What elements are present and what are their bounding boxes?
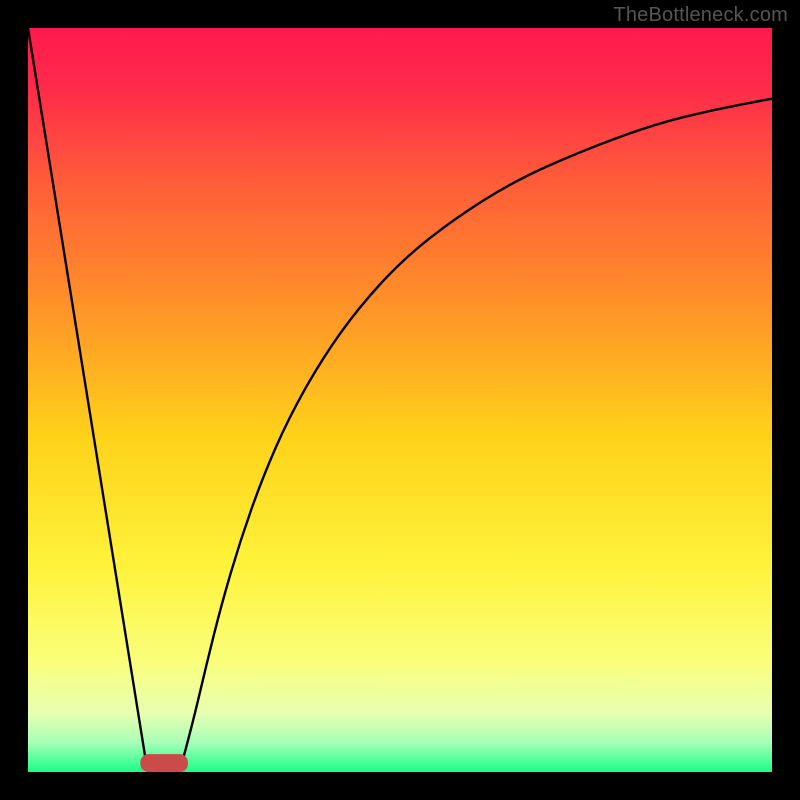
bottleneck-chart bbox=[0, 0, 800, 800]
optimal-marker bbox=[140, 754, 188, 772]
plot-area bbox=[28, 28, 772, 772]
watermark-text: TheBottleneck.com bbox=[613, 4, 788, 27]
chart-container: TheBottleneck.com bbox=[0, 0, 800, 800]
